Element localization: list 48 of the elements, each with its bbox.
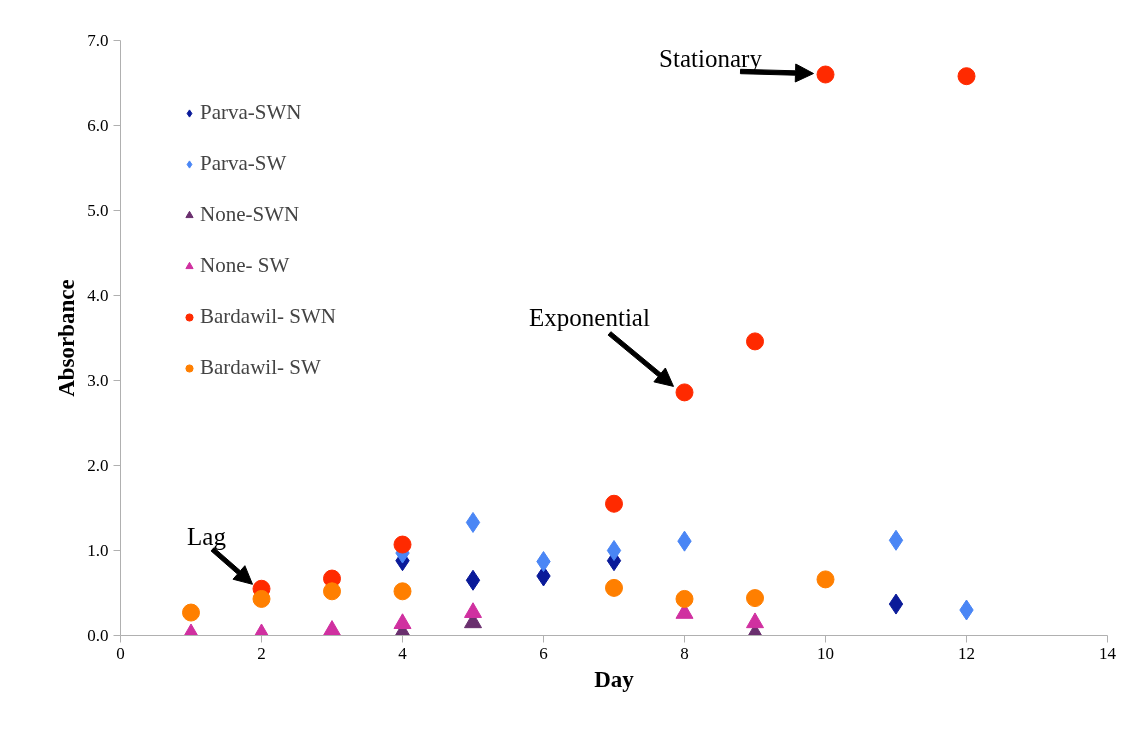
y-tick-label: 1.0 bbox=[87, 541, 109, 560]
legend-label: Bardawil- SW bbox=[200, 355, 321, 380]
y-axis-title: Absorbance bbox=[54, 279, 80, 397]
point bbox=[605, 494, 623, 513]
legend-label: None- SW bbox=[200, 253, 290, 278]
point bbox=[605, 578, 623, 597]
annotation: Stationary bbox=[659, 45, 763, 72]
point bbox=[393, 613, 412, 630]
x-tick-label: 6 bbox=[539, 643, 548, 663]
point bbox=[465, 569, 481, 591]
y-tick-label: 6.0 bbox=[87, 116, 109, 135]
point bbox=[252, 589, 271, 608]
y-tick-label: 0.0 bbox=[87, 626, 109, 645]
point bbox=[465, 511, 481, 533]
y-tick-label: 4.0 bbox=[87, 286, 109, 305]
annotation: Lag bbox=[187, 522, 227, 550]
point bbox=[816, 65, 835, 84]
x-tick-label: 8 bbox=[680, 643, 689, 663]
x-tick-label: 14 bbox=[1099, 643, 1117, 663]
legend-label: None-SWN bbox=[200, 202, 300, 227]
annotation: Exponential bbox=[529, 303, 650, 331]
x-tick-label: 4 bbox=[398, 643, 408, 663]
point bbox=[323, 582, 341, 601]
y-tick-label: 7.0 bbox=[87, 31, 109, 50]
point bbox=[888, 593, 904, 615]
point bbox=[888, 529, 904, 551]
point bbox=[675, 383, 694, 402]
legend-label: Parva-SW bbox=[200, 151, 287, 176]
point bbox=[675, 589, 694, 608]
point bbox=[606, 540, 622, 561]
point bbox=[746, 589, 764, 608]
point bbox=[393, 535, 412, 554]
x-tick-label: 0 bbox=[116, 643, 125, 663]
x-tick-label: 10 bbox=[817, 643, 834, 663]
y-tick-label: 5.0 bbox=[87, 201, 109, 220]
point bbox=[746, 612, 764, 629]
legend-label: Parva-SWN bbox=[200, 100, 302, 125]
point bbox=[182, 603, 200, 622]
y-tick-label: 2.0 bbox=[87, 456, 109, 475]
point bbox=[393, 582, 412, 601]
x-tick-label: 12 bbox=[958, 643, 975, 663]
point bbox=[746, 332, 764, 351]
legend-label: Bardawil- SWN bbox=[200, 304, 336, 329]
point bbox=[957, 67, 976, 86]
x-axis-title: Day bbox=[594, 666, 635, 692]
x-tick-label: 2 bbox=[257, 643, 266, 663]
y-tick-label: 3.0 bbox=[87, 371, 109, 390]
point bbox=[816, 570, 835, 589]
